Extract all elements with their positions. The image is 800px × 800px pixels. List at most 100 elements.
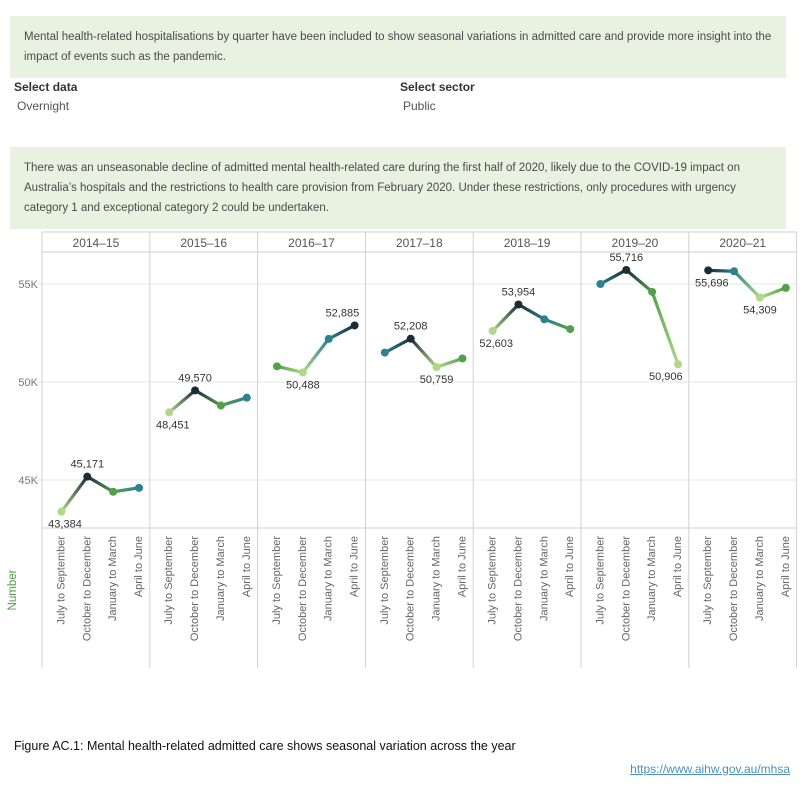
quarter-tick-label: October to December [512,536,524,641]
value-label: 50,759 [420,374,454,386]
line-segment [759,286,787,300]
y-axis-tick-label: 55K [18,279,38,291]
data-point [781,283,790,292]
quarter-tick-label: October to December [297,536,309,641]
data-point [324,334,333,343]
value-label: 45,171 [70,459,104,471]
year-panel-header: 2019–20 [612,236,659,250]
quarter-tick-label: July to September [271,536,283,625]
covid-note-text: There was an unseasonable decline of adm… [24,162,740,214]
data-point [755,293,764,302]
line-segment [517,303,546,321]
data-point [488,326,497,335]
year-panel-header: 2016–17 [288,236,335,250]
data-point [458,354,467,363]
quarter-tick-label: October to December [189,536,201,641]
line-segment [543,317,571,331]
select-sector-label: Select sector [400,80,475,94]
quarter-tick-label: July to September [163,536,175,625]
select-data-label: Select data [14,80,78,94]
data-point [242,393,251,402]
data-point [566,325,575,334]
value-label: 50,906 [649,371,683,383]
quarter-tick-label: January to March [107,536,119,621]
quarter-tick-label: January to March [215,536,227,621]
line-segment [112,486,140,494]
line-segment [60,475,89,513]
quarter-tick-label: April to June [780,536,792,597]
data-point [622,265,631,274]
data-point [406,334,415,343]
select-data-dropdown[interactable]: Overnight [17,99,70,113]
year-panel-header: 2014–15 [73,236,120,250]
data-point [216,401,225,410]
select-sector-dropdown[interactable]: Public [403,99,436,113]
quarter-tick-label: October to December [728,536,740,641]
quarter-tick-label: July to September [487,536,499,625]
data-point [83,472,92,481]
line-segment [86,475,114,494]
line-segment [328,324,356,341]
data-point [674,360,683,369]
line-segment [220,396,248,408]
quarter-tick-label: January to March [431,536,443,621]
year-panel-header: 2015–16 [180,236,227,250]
line-segment [276,364,304,374]
data-point [109,487,118,496]
line-segment [491,303,520,333]
quarterly-line-chart-svg: 45K 50K 55K 2014–15 43,384 July to September 4… [7,231,797,668]
data-point [432,363,441,372]
data-point [350,321,359,330]
value-label: 49,570 [178,372,212,384]
value-label: 52,208 [394,321,428,333]
data-point [135,483,144,492]
value-label: 55,716 [609,252,643,264]
line-segment [625,268,654,294]
quarter-tick-label: July to September [594,536,606,625]
source-link[interactable]: https://www.aihw.gov.au/mhsa [630,762,790,776]
value-label: 55,696 [695,277,729,289]
value-label: 54,309 [743,305,777,317]
line-segment [436,356,463,369]
figure-caption: Figure AC.1: Mental health-related admit… [14,739,516,753]
data-point [596,280,605,288]
data-point [273,362,282,371]
select-data-filter: Select data Overnight [14,80,77,113]
quarter-tick-label: July to September [379,536,391,625]
year-panel-header: 2020–21 [719,236,766,250]
value-label: 52,603 [479,338,513,350]
quarter-tick-label: April to June [133,536,145,597]
filter-bar: Select data Overnight Select sector Publ… [14,80,794,125]
value-label: 52,885 [326,307,360,319]
data-point [540,315,549,324]
quarter-tick-label: January to March [646,536,658,621]
quarter-tick-label: January to March [538,536,550,621]
data-point [57,507,66,516]
quarter-tick-label: January to March [754,536,766,621]
intro-banner: Mental health-related hospitalisations b… [10,16,786,78]
line-segment [599,268,628,286]
line-segment [732,270,762,299]
year-panel-header: 2017–18 [396,236,443,250]
y-axis-tick-label: 50K [18,377,38,389]
y-axis-tick-label: 45K [18,475,38,487]
covid-note-banner: There was an unseasonable decline of adm… [10,147,786,229]
value-label: 50,488 [286,379,320,391]
quarter-tick-label: October to December [405,536,417,641]
year-panel-header: 2018–19 [504,236,551,250]
quarter-tick-label: July to September [702,536,714,625]
quarter-tick-label: April to June [672,536,684,597]
quarter-tick-label: April to June [564,536,576,597]
data-point [730,267,739,276]
quarter-tick-label: April to June [456,536,468,597]
line-segment [650,291,680,365]
line-segment [409,337,438,369]
quarter-tick-label: October to December [620,536,632,641]
line-segment [194,389,222,407]
select-sector-filter: Select sector Public [400,80,475,113]
value-label: 53,954 [502,287,536,299]
value-label: 43,384 [48,519,82,531]
line-segment [708,268,735,273]
line-segment [301,337,331,374]
y-axis-title: Number [7,569,19,610]
